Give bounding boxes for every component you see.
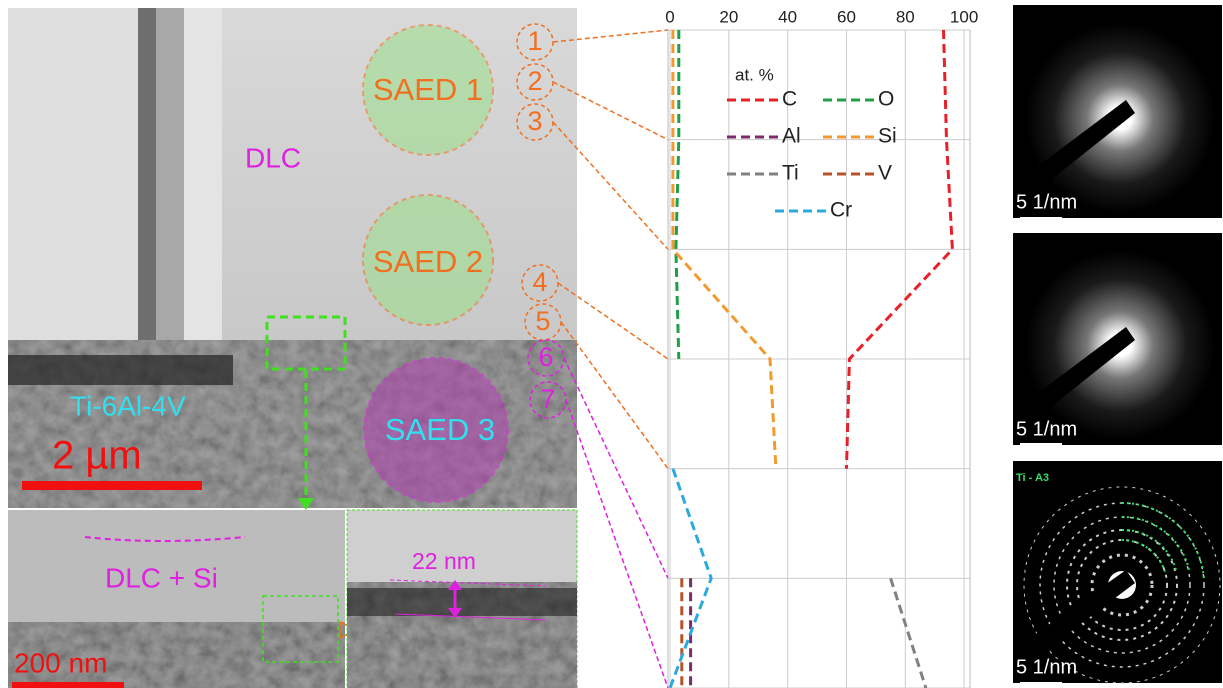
scale-label: 200 nm [14, 647, 107, 678]
position-label: 3 [527, 106, 542, 136]
position-label: 1 [527, 26, 542, 56]
scale-label: 2 µm [52, 434, 142, 478]
phase-label: Ti - A3 [1016, 472, 1049, 484]
connector [566, 400, 668, 688]
x-tick-label: 40 [778, 7, 797, 26]
legend-label: Ti [782, 162, 799, 185]
position-label: 4 [532, 267, 547, 297]
profile-line [891, 578, 926, 688]
x-tick-label: 60 [837, 7, 856, 26]
inset-right: 22 nm [347, 510, 577, 688]
x-tick-label: 0 [665, 7, 674, 26]
legend-title: at. % [735, 65, 774, 84]
legend-label: V [878, 162, 892, 185]
legend-label: O [878, 88, 894, 111]
x-tick-label: 100 [950, 7, 978, 26]
saed-label: SAED 1 [373, 72, 483, 107]
scale-label: 5 1/nm [1016, 656, 1077, 678]
thickness-label: 22 nm [412, 548, 476, 574]
profile-line [676, 30, 679, 359]
scale-label: 5 1/nm [1016, 418, 1077, 440]
saed-label: SAED 2 [373, 244, 483, 279]
layer-label: DLC [245, 142, 301, 173]
legend-label: Si [878, 125, 897, 148]
inset-left: DLC + Si 200 nm [8, 510, 356, 688]
position-label: 7 [540, 384, 555, 414]
tem-image: SAED 1 SAED 2 SAED 3 DLC Ti-6Al-4V 2 µm [8, 8, 577, 510]
layer-label: DLC + Si [105, 562, 218, 593]
position-label: 5 [535, 306, 550, 336]
position-label: 2 [527, 66, 542, 96]
legend-label: Cr [830, 199, 852, 222]
saed-label: SAED 3 [385, 412, 495, 447]
substrate-label: Ti-6Al-4V [70, 390, 186, 421]
connector [561, 322, 668, 469]
figure: SAED 1 SAED 2 SAED 3 DLC Ti-6Al-4V 2 µm … [0, 0, 1223, 688]
x-tick-label: 20 [719, 7, 738, 26]
legend-label: Al [782, 125, 801, 148]
scale-label: 5 1/nm [1016, 191, 1077, 213]
x-tick-label: 80 [896, 7, 915, 26]
legend-label: C [782, 88, 797, 111]
position-label: 6 [538, 342, 553, 372]
connector [564, 358, 668, 578]
saed-panels: 5 1/nm 5 1/nm Ti - A3 5 1/nm [1013, 5, 1222, 683]
